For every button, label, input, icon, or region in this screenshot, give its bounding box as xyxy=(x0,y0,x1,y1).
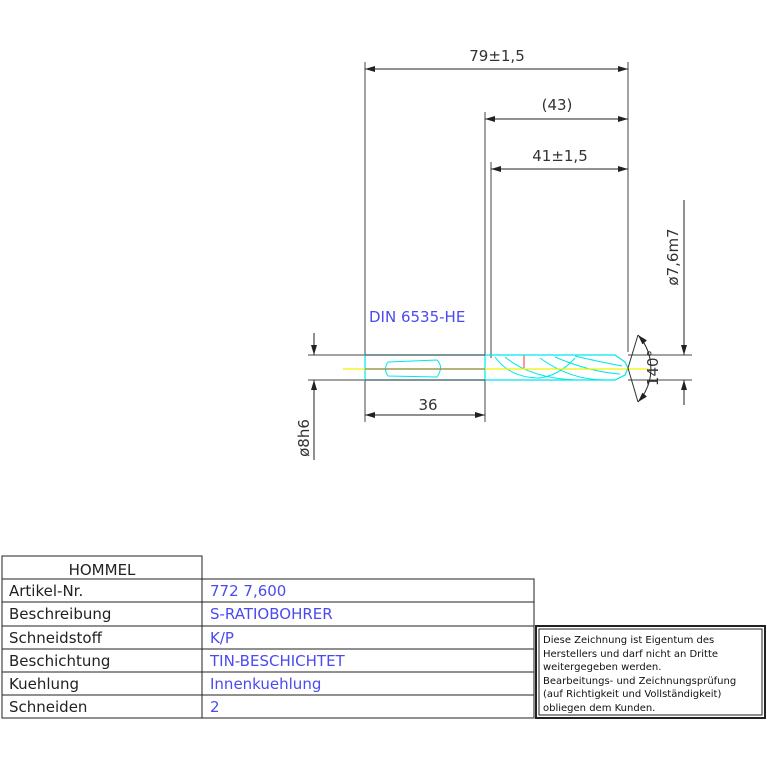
row-label: Beschichtung xyxy=(9,652,110,670)
table-row: Schneidstoff K/P xyxy=(9,629,234,647)
row-label: Schneidstoff xyxy=(9,629,103,647)
row-value: 772 7,600 xyxy=(210,582,286,600)
dim-shank-diameter-text: ø8h6 xyxy=(295,419,313,457)
drill-shank xyxy=(364,354,486,381)
row-value: 2 xyxy=(210,698,220,716)
row-label: Schneiden xyxy=(9,698,87,716)
standard-label: DIN 6535-HE xyxy=(369,308,465,326)
dim-point-angle xyxy=(637,334,652,403)
note-line: (auf Richtigkeit und Vollständigkeit) xyxy=(543,689,721,700)
row-value: K/P xyxy=(210,629,234,647)
note-line: Bearbeitungs- und Zeichnungsprüfung xyxy=(543,676,736,687)
row-value: TIN-BESCHICHTET xyxy=(209,652,346,670)
extension-lines xyxy=(308,62,692,422)
dim-flute-ref-text: (43) xyxy=(542,96,573,114)
table-row: Beschichtung TIN-BESCHICHTET xyxy=(9,652,346,670)
dim-point-angle-text: 140° xyxy=(644,350,662,386)
table-row: Kuehlung Innenkuehlung xyxy=(9,675,321,693)
dim-flute-length-text: 41±1,5 xyxy=(532,147,588,165)
table-row: Schneiden 2 xyxy=(9,698,220,716)
shank-flat xyxy=(385,359,441,378)
dim-cutting-diameter-text: ø7,6m7 xyxy=(664,228,682,285)
ownership-note: Diese Zeichnung ist Eigentum des Herstel… xyxy=(543,635,736,714)
row-value: S-RATIOBOHRER xyxy=(210,605,333,623)
table-row: Beschreibung S-RATIOBOHRER xyxy=(9,605,333,623)
dim-overall-length-text: 79±1,5 xyxy=(469,47,525,65)
note-line: Herstellers und darf nicht an Dritte xyxy=(543,649,718,660)
company-name: HOMMEL xyxy=(69,561,136,579)
note-line: obliegen dem Kunden. xyxy=(543,703,655,714)
drill xyxy=(343,334,648,403)
dimension-lines xyxy=(311,66,687,460)
dim-shank-length-text: 36 xyxy=(418,396,437,414)
note-line: weitergegeben werden. xyxy=(543,662,661,673)
row-label: Beschreibung xyxy=(9,605,111,623)
row-label: Artikel-Nr. xyxy=(9,582,83,600)
row-value: Innenkuehlung xyxy=(210,675,321,693)
row-label: Kuehlung xyxy=(9,675,79,693)
title-block xyxy=(1,555,766,719)
table-row: Artikel-Nr. 772 7,600 xyxy=(9,582,286,600)
note-line: Diese Zeichnung ist Eigentum des xyxy=(543,635,714,646)
